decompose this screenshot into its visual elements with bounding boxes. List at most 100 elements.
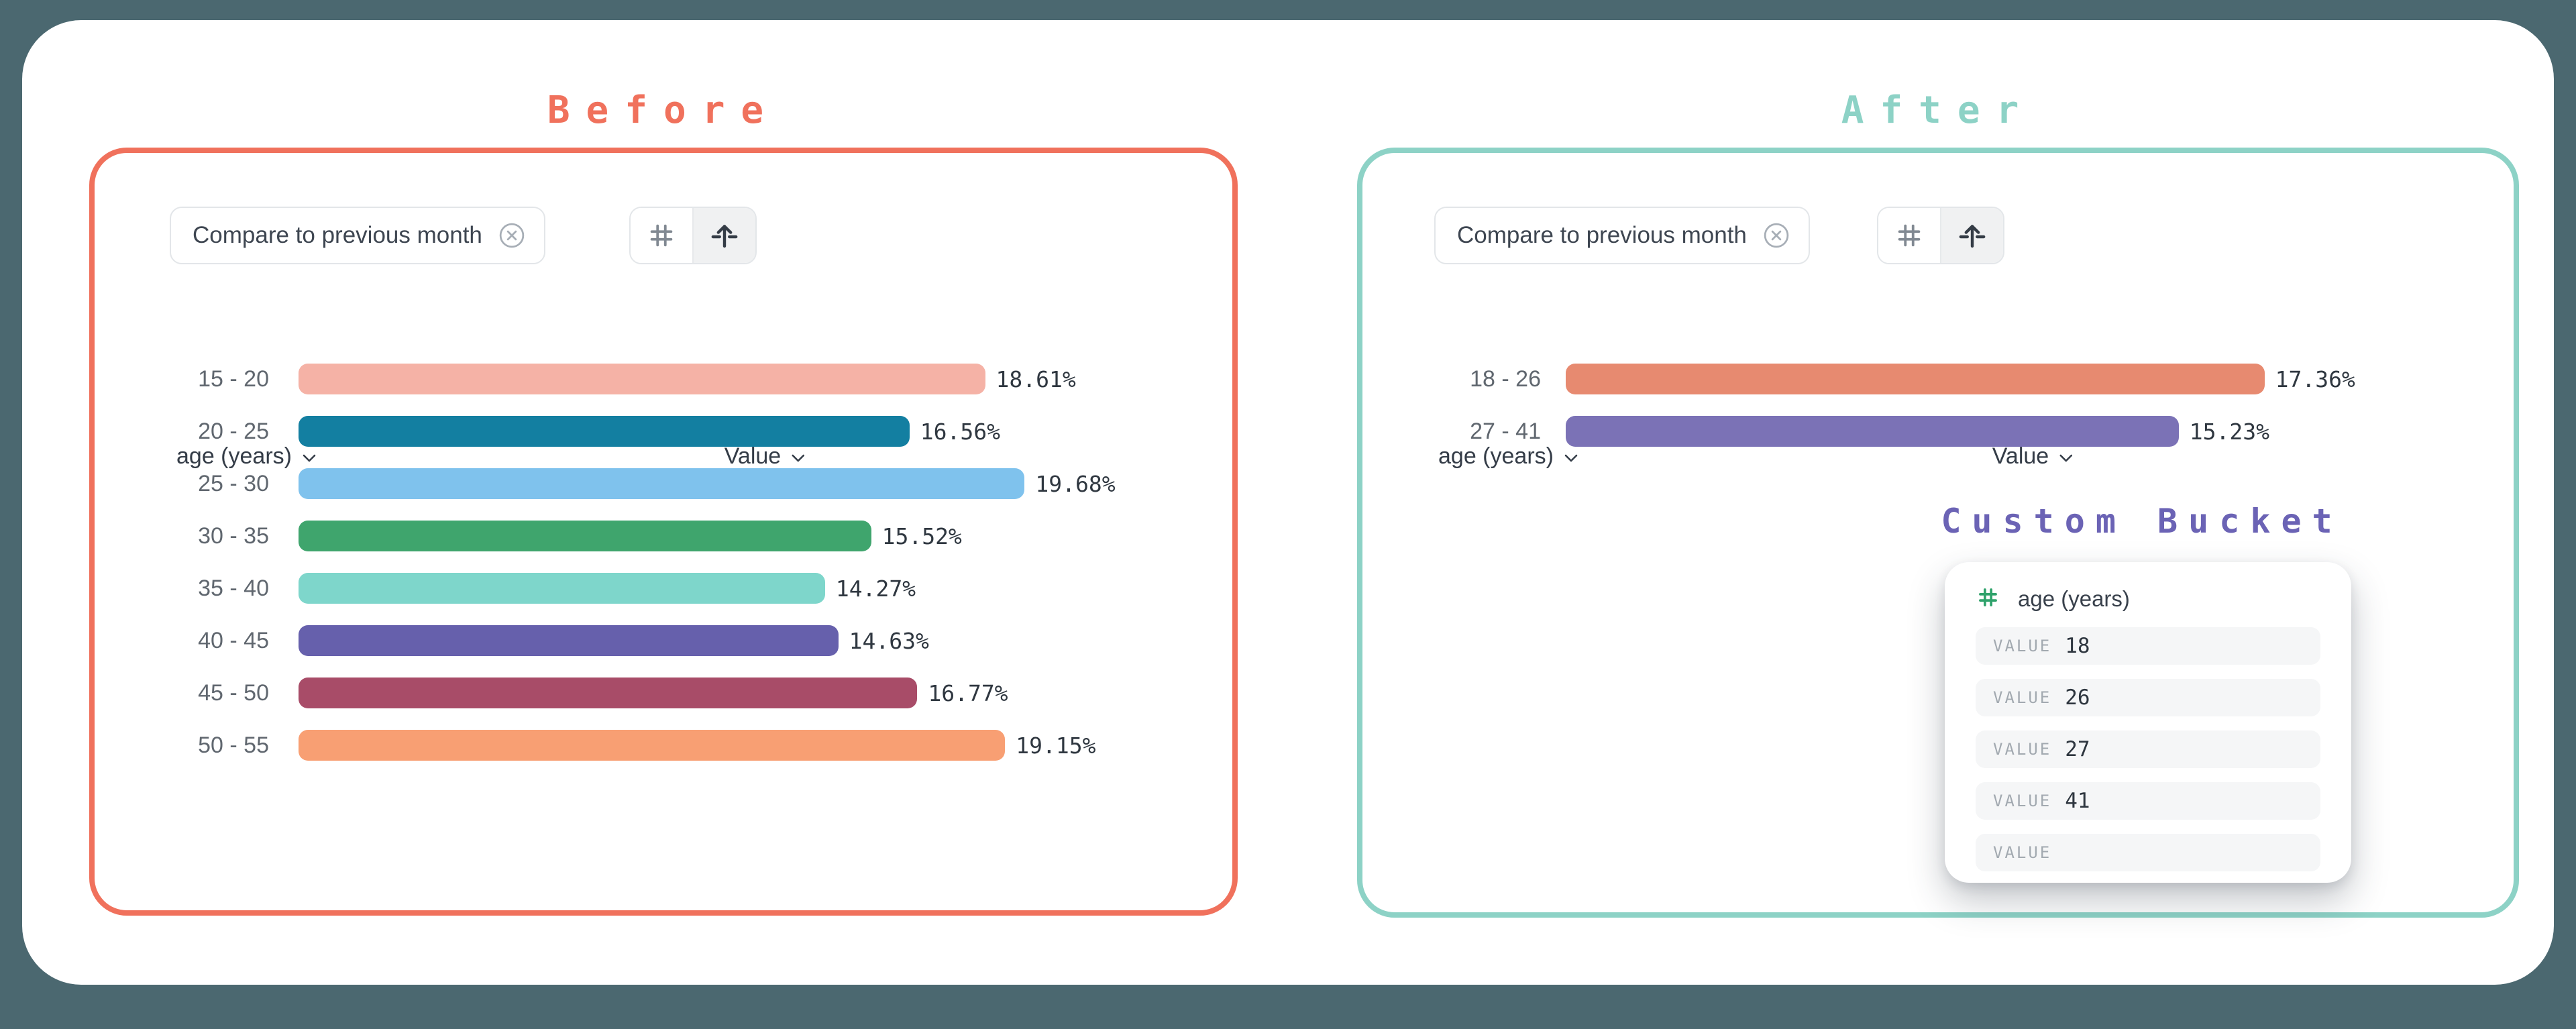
bucket-value-field[interactable]: VALUE 27 bbox=[1976, 730, 2320, 768]
bar[interactable] bbox=[299, 678, 918, 708]
row-label: 18 - 26 bbox=[1470, 366, 1541, 392]
chip-close-icon[interactable] bbox=[497, 221, 527, 250]
main-canvas: Before After Compare to previous month bbox=[22, 20, 2554, 985]
bar-track: 15.23% bbox=[1566, 416, 2371, 447]
arrow-up-from-line-icon bbox=[708, 219, 741, 252]
bar[interactable] bbox=[299, 468, 1025, 499]
before-value-header[interactable]: Value bbox=[724, 441, 806, 471]
bar-track: 19.15% bbox=[299, 730, 1095, 761]
before-dimension-header[interactable]: age (years) bbox=[176, 441, 317, 471]
bucket-value-field[interactable]: VALUE 18 bbox=[1976, 627, 2320, 665]
hash-icon bbox=[1894, 220, 1925, 251]
bar[interactable] bbox=[299, 625, 839, 656]
bucket-field-value: 41 bbox=[2065, 789, 2090, 813]
bar-row: 27 - 41 15.23% bbox=[1362, 405, 2514, 457]
bucket-value-field[interactable]: VALUE 41 bbox=[1976, 782, 2320, 820]
before-panel: Compare to previous month bbox=[89, 148, 1238, 916]
bar[interactable] bbox=[299, 573, 825, 604]
bar[interactable] bbox=[1566, 416, 2179, 447]
bar-track: 16.77% bbox=[299, 678, 1036, 708]
custom-bucket-title: Custom Bucket bbox=[1941, 502, 2343, 541]
bar-value-label: 15.52% bbox=[881, 523, 962, 549]
bar-track: 17.36% bbox=[1566, 364, 2371, 394]
bar-value-label: 18.61% bbox=[996, 366, 1076, 392]
compare-filter-chip[interactable]: Compare to previous month bbox=[1434, 207, 1810, 264]
numeric-format-button[interactable] bbox=[1878, 208, 1940, 263]
row-label: 30 - 35 bbox=[198, 523, 269, 549]
row-label: 35 - 40 bbox=[198, 575, 269, 601]
custom-bucket-header: age (years) bbox=[1976, 582, 2320, 616]
bar-value-label: 17.36% bbox=[2275, 366, 2355, 392]
chevron-down-icon bbox=[790, 443, 806, 470]
value-header-label: Value bbox=[1992, 443, 2049, 469]
chevron-down-icon bbox=[2058, 443, 2074, 470]
bar-row: 18 - 26 17.36% bbox=[1362, 353, 2514, 405]
bar-track: 14.27% bbox=[299, 573, 1036, 604]
numeric-format-button[interactable] bbox=[631, 208, 692, 263]
bar[interactable] bbox=[299, 730, 1006, 761]
bar-row: 35 - 40 14.27% bbox=[95, 562, 1232, 614]
row-label: 40 - 45 bbox=[198, 627, 269, 653]
bar-value-label: 19.15% bbox=[1016, 732, 1096, 759]
bucket-value-field[interactable]: VALUE 26 bbox=[1976, 679, 2320, 716]
after-bar-rows: 18 - 26 17.36% 27 - 41 15.23% bbox=[1362, 353, 2514, 457]
bar-row: 15 - 20 18.61% bbox=[95, 353, 1232, 405]
bucket-field-label: VALUE bbox=[1993, 740, 2052, 759]
bar[interactable] bbox=[299, 364, 985, 394]
bar-track: 19.68% bbox=[299, 468, 1116, 499]
bucket-field-value: 27 bbox=[2065, 737, 2090, 761]
bar[interactable] bbox=[299, 521, 871, 551]
bar-value-label: 16.56% bbox=[920, 418, 1001, 445]
row-label: 45 - 50 bbox=[198, 680, 269, 706]
bar-value-label: 16.77% bbox=[928, 680, 1008, 706]
after-panel: Compare to previous month bbox=[1357, 148, 2519, 918]
bar[interactable] bbox=[299, 416, 910, 447]
row-label: 50 - 55 bbox=[198, 732, 269, 758]
before-title: Before bbox=[547, 89, 780, 132]
bar-row: 50 - 55 19.15% bbox=[95, 719, 1232, 771]
bar-row: 20 - 25 16.56% bbox=[95, 405, 1232, 457]
after-value-header[interactable]: Value bbox=[1992, 441, 2074, 471]
bar-row: 30 - 35 15.52% bbox=[95, 510, 1232, 562]
chip-close-icon[interactable] bbox=[1762, 221, 1791, 250]
chart-options-button-group bbox=[1877, 207, 2004, 264]
bucket-field-label: VALUE bbox=[1993, 843, 2052, 862]
bar-value-label: 15.23% bbox=[2189, 418, 2270, 445]
bucket-value-field[interactable]: VALUE bbox=[1976, 834, 2320, 871]
chevron-down-icon bbox=[1563, 443, 1579, 470]
dimension-header-label: age (years) bbox=[1438, 443, 1554, 469]
chip-label: Compare to previous month bbox=[193, 222, 482, 248]
row-label: 25 - 30 bbox=[198, 470, 269, 496]
compare-filter-chip[interactable]: Compare to previous month bbox=[170, 207, 545, 264]
after-title: After bbox=[1841, 89, 2035, 132]
arrow-up-from-line-icon bbox=[1956, 219, 1988, 252]
hash-icon bbox=[646, 220, 677, 251]
chart-options-button-group bbox=[629, 207, 757, 264]
bar-track: 16.56% bbox=[299, 416, 1036, 447]
bar-row: 45 - 50 16.77% bbox=[95, 667, 1232, 719]
bar-track: 14.63% bbox=[299, 625, 1036, 656]
row-label: 20 - 25 bbox=[198, 418, 269, 444]
after-dimension-header[interactable]: age (years) bbox=[1438, 441, 1579, 471]
bar-row: 25 - 30 19.68% bbox=[95, 457, 1232, 510]
bar-track: 15.52% bbox=[299, 521, 1036, 551]
bar-value-label: 19.68% bbox=[1035, 470, 1116, 497]
chevron-down-icon bbox=[301, 443, 317, 470]
bar-value-label: 14.63% bbox=[849, 627, 929, 654]
bucket-property-name: age (years) bbox=[2018, 586, 2130, 611]
row-label: 15 - 20 bbox=[198, 366, 269, 392]
bucket-field-label: VALUE bbox=[1993, 688, 2052, 707]
hash-icon bbox=[1976, 585, 2000, 613]
bar[interactable] bbox=[1566, 364, 2265, 394]
bucket-field-value: 18 bbox=[2065, 634, 2090, 658]
bar-track: 18.61% bbox=[299, 364, 1076, 394]
bucket-field-value: 26 bbox=[2065, 686, 2090, 710]
row-label: 27 - 41 bbox=[1470, 418, 1541, 444]
bucket-field-label: VALUE bbox=[1993, 792, 2052, 810]
bar-orientation-button[interactable] bbox=[1940, 208, 2003, 263]
bar-row: 40 - 45 14.63% bbox=[95, 614, 1232, 667]
bar-value-label: 14.27% bbox=[835, 575, 916, 602]
bar-orientation-button[interactable] bbox=[692, 208, 755, 263]
dimension-header-label: age (years) bbox=[176, 443, 292, 469]
